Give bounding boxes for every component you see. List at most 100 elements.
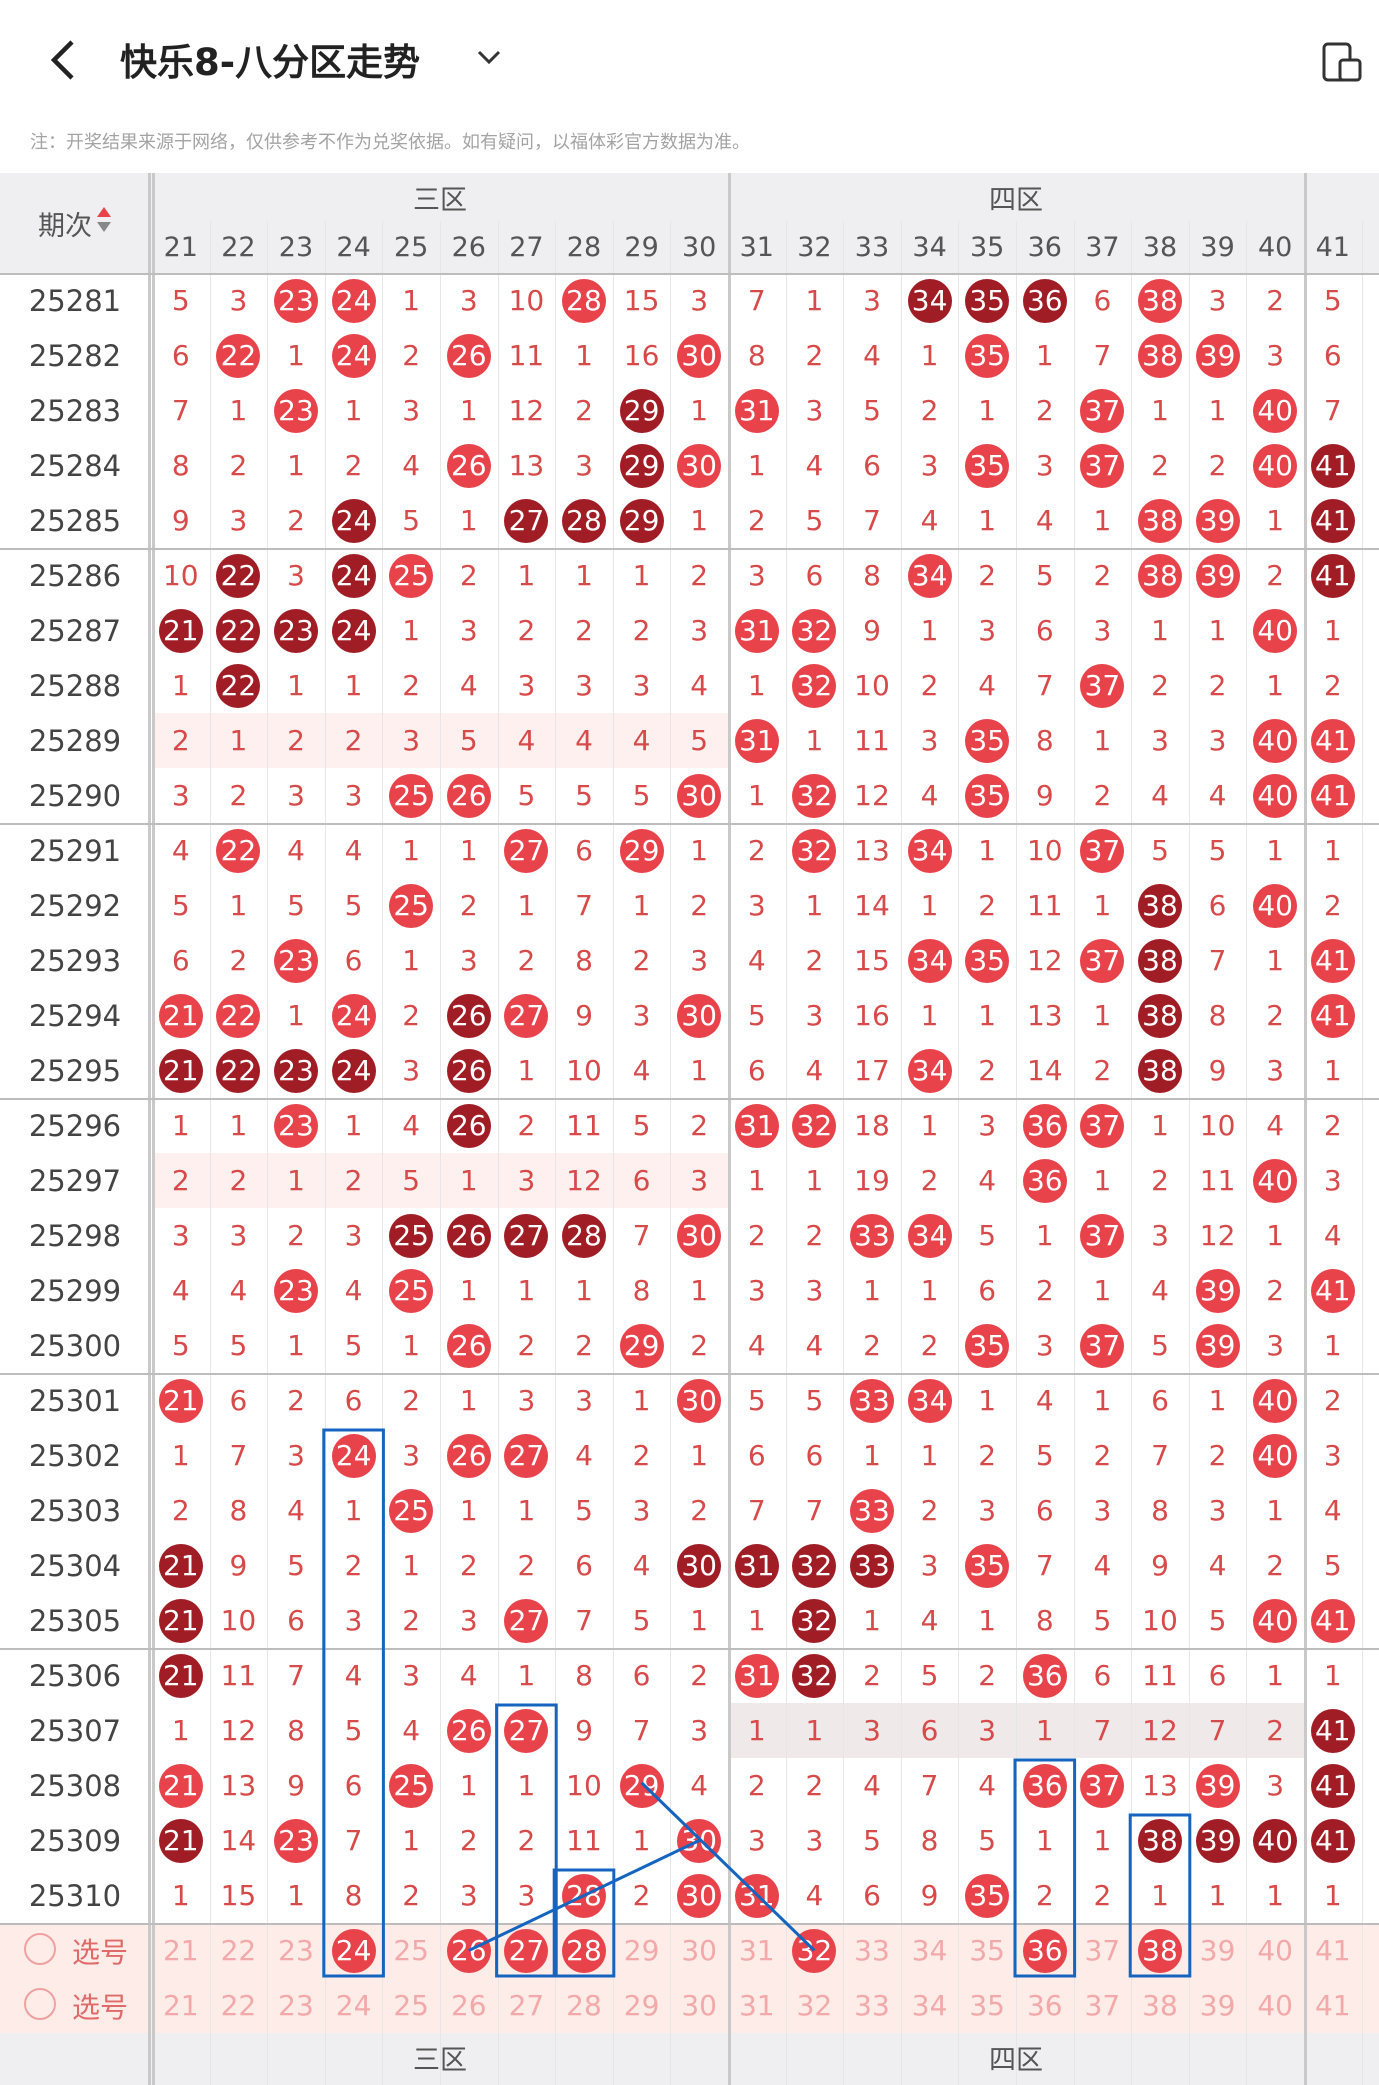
miss-count[interactable]: 1 [805, 724, 824, 757]
miss-count[interactable]: 2 [978, 1659, 997, 1692]
miss-count[interactable]: 5 [459, 724, 478, 757]
back-button[interactable] [38, 30, 88, 90]
miss-count[interactable]: 3 [402, 1659, 421, 1692]
miss-count[interactable]: 6 [1093, 1659, 1112, 1692]
number-cell[interactable]: 33 [843, 1538, 901, 1593]
miss-count[interactable]: 1 [1208, 614, 1227, 647]
miss-count[interactable]: 1 [1266, 1494, 1285, 1527]
miss-count[interactable]: 13 [854, 834, 890, 867]
miss-count[interactable]: 3 [1266, 1769, 1285, 1802]
miss-count[interactable]: 5 [229, 1329, 248, 1362]
miss-count[interactable]: 10 [1026, 834, 1063, 867]
miss-count[interactable]: 1 [632, 559, 651, 592]
miss-count[interactable]: 5 [575, 1494, 593, 1527]
miss-count[interactable]: 3 [402, 1054, 421, 1087]
miss-count[interactable]: 5 [863, 394, 881, 427]
miss-count[interactable]: 8 [344, 1879, 363, 1912]
miss-count[interactable]: 16 [623, 339, 660, 372]
select-cell[interactable]: 33 [854, 1989, 890, 2022]
number-cell[interactable]: 22 [210, 1043, 268, 1098]
miss-count[interactable]: 2 [920, 1164, 939, 1197]
miss-count[interactable]: 6 [747, 1054, 766, 1087]
miss-count[interactable]: 4 [978, 1164, 997, 1197]
miss-count[interactable]: 5 [632, 1109, 651, 1142]
miss-count[interactable]: 1 [575, 339, 593, 372]
miss-count[interactable]: 2 [805, 944, 824, 977]
miss-count[interactable]: 3 [517, 1384, 536, 1417]
number-cell[interactable]: 32 [786, 1098, 844, 1153]
miss-count[interactable]: 5 [978, 1219, 997, 1252]
number-cell[interactable]: 27 [498, 1428, 556, 1483]
miss-count[interactable]: 4 [1266, 1109, 1285, 1142]
miss-count[interactable]: 4 [287, 1494, 305, 1527]
miss-count[interactable]: 2 [287, 1219, 305, 1252]
miss-count[interactable]: 10 [220, 1604, 257, 1637]
miss-count[interactable]: 2 [805, 1219, 824, 1252]
miss-count[interactable]: 1 [1151, 394, 1169, 427]
miss-count[interactable]: 9 [575, 1714, 593, 1747]
number-cell[interactable]: 35 [958, 273, 1016, 328]
miss-count[interactable]: 7 [1035, 669, 1054, 702]
number-cell[interactable]: 22 [210, 658, 268, 713]
miss-count[interactable]: 2 [1323, 1109, 1342, 1142]
miss-count[interactable]: 1 [287, 999, 305, 1032]
miss-count[interactable]: 1 [805, 284, 824, 317]
miss-count[interactable]: 7 [805, 1494, 824, 1527]
miss-count[interactable]: 3 [690, 1714, 709, 1747]
miss-count[interactable]: 3 [171, 779, 190, 812]
miss-count[interactable]: 1 [1093, 1274, 1112, 1307]
miss-count[interactable]: 3 [459, 614, 478, 647]
miss-count[interactable]: 1 [575, 559, 593, 592]
miss-count[interactable]: 1 [402, 614, 421, 647]
miss-count[interactable]: 2 [1266, 999, 1285, 1032]
miss-count[interactable]: 1 [517, 1769, 536, 1802]
number-cell[interactable]: 33 [843, 1373, 901, 1428]
number-cell[interactable]: 34 [901, 1373, 959, 1428]
select-cell[interactable]: 33 [854, 1934, 890, 1967]
miss-count[interactable]: 6 [1035, 614, 1054, 647]
miss-count[interactable]: 4 [1208, 779, 1227, 812]
select-cell[interactable]: 32 [796, 1989, 833, 2022]
miss-count[interactable]: 3 [402, 724, 421, 757]
miss-count[interactable]: 2 [287, 504, 305, 537]
select-cell[interactable]: 22 [220, 1934, 257, 1967]
miss-count[interactable]: 10 [566, 1769, 602, 1802]
miss-count[interactable]: 4 [402, 449, 421, 482]
select-cell[interactable]: 35 [969, 1989, 1005, 2022]
miss-count[interactable]: 2 [344, 1549, 363, 1582]
number-cell[interactable]: 36 [1016, 1153, 1074, 1208]
miss-count[interactable]: 2 [459, 1549, 478, 1582]
miss-count[interactable]: 5 [632, 779, 651, 812]
miss-count[interactable]: 1 [517, 1274, 536, 1307]
miss-count[interactable]: 1 [517, 1659, 536, 1692]
select-cell[interactable]: 30 [681, 1989, 717, 2022]
number-cell[interactable]: 38 [1131, 273, 1189, 328]
miss-count[interactable]: 9 [287, 1769, 305, 1802]
miss-count[interactable]: 3 [1208, 724, 1227, 757]
miss-count[interactable]: 6 [632, 1659, 651, 1692]
miss-count[interactable]: 1 [978, 834, 997, 867]
miss-count[interactable]: 1 [459, 1164, 478, 1197]
select-cell[interactable]: 38 [1142, 1989, 1178, 2022]
select-cell[interactable]: 25 [393, 1934, 429, 1967]
miss-count[interactable]: 8 [863, 559, 881, 592]
miss-count[interactable]: 1 [920, 1109, 939, 1142]
number-cell[interactable]: 33 [843, 1483, 901, 1538]
miss-count[interactable]: 5 [747, 1384, 766, 1417]
miss-count[interactable]: 6 [344, 944, 363, 977]
miss-count[interactable]: 3 [920, 449, 939, 482]
miss-count[interactable]: 2 [805, 339, 824, 372]
miss-count[interactable]: 6 [863, 1879, 881, 1912]
miss-count[interactable]: 12 [1199, 1219, 1236, 1252]
miss-count[interactable]: 1 [1323, 834, 1342, 867]
select-cell[interactable]: 40 [1257, 1989, 1293, 2022]
miss-count[interactable]: 12 [854, 779, 890, 812]
miss-count[interactable]: 5 [402, 1164, 421, 1197]
miss-count[interactable]: 5 [1151, 1329, 1169, 1362]
miss-count[interactable]: 13 [220, 1769, 257, 1802]
number-cell[interactable]: 25 [382, 1758, 440, 1813]
number-cell[interactable]: 41 [1304, 1263, 1362, 1318]
miss-count[interactable]: 5 [978, 1824, 997, 1857]
number-cell[interactable]: 25 [382, 768, 440, 823]
miss-count[interactable]: 1 [517, 1494, 536, 1527]
